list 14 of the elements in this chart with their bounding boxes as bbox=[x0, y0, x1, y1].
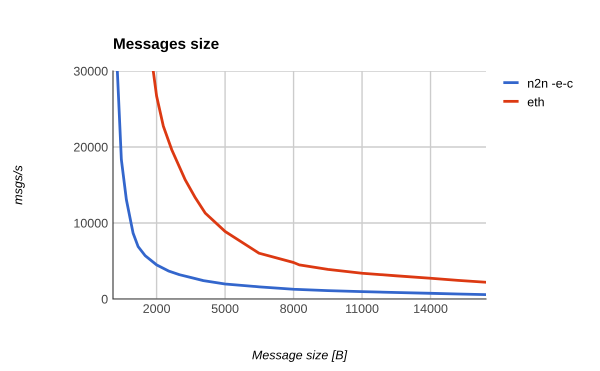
x-tick-label: 5000 bbox=[212, 304, 238, 314]
legend-label: n2n -e-c bbox=[528, 78, 573, 88]
x-axis-title: Message size [B] bbox=[252, 350, 348, 362]
y-tick-label: 30000 bbox=[74, 66, 108, 76]
y-axis-title: msgs/s bbox=[13, 165, 25, 205]
y-tick-label: 0 bbox=[102, 294, 108, 304]
y-tick-label: 20000 bbox=[74, 142, 108, 152]
x-tick-label: 8000 bbox=[280, 304, 307, 314]
chart-title: Messages size bbox=[114, 38, 219, 52]
x-tick-label: 14000 bbox=[414, 304, 448, 314]
x-tick-label: 2000 bbox=[143, 304, 170, 314]
legend-label: eth bbox=[528, 97, 544, 106]
x-tick-label: 11000 bbox=[346, 304, 378, 314]
y-tick-label: 10000 bbox=[74, 218, 108, 228]
